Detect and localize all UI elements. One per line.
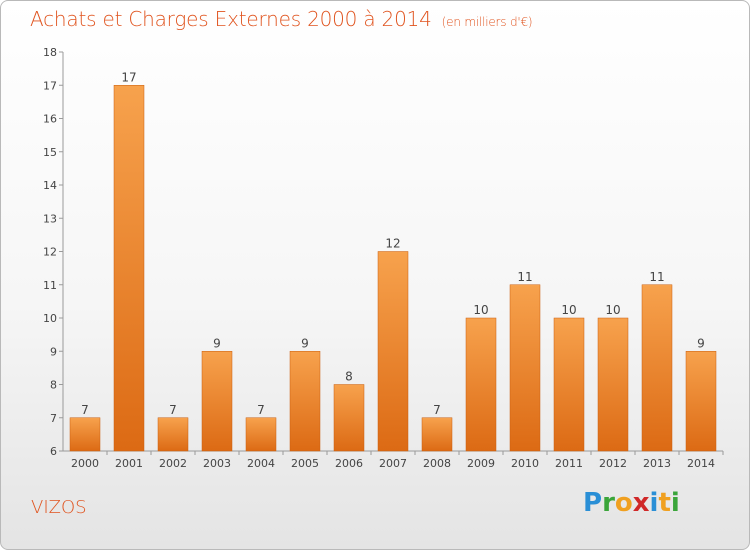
- data-label-2002: 7: [169, 403, 177, 417]
- y-tick-label: 8: [50, 379, 57, 392]
- data-label-2001: 17: [121, 70, 136, 84]
- x-tick-label-2001: 2001: [115, 457, 143, 470]
- data-label-2006: 8: [345, 370, 353, 384]
- logo-letter: P: [583, 488, 603, 518]
- logo-letter: i: [649, 488, 659, 518]
- data-label-2008: 7: [433, 403, 441, 417]
- x-tick-label-2014: 2014: [687, 457, 715, 470]
- y-tick-label: 12: [43, 246, 57, 259]
- x-tick-label-2011: 2011: [555, 457, 583, 470]
- data-label-2010: 11: [517, 270, 532, 284]
- bar-2008: [421, 417, 453, 452]
- bar-2011: [553, 317, 585, 452]
- logo-letter: o: [614, 488, 633, 518]
- y-tick-label: 16: [43, 113, 57, 126]
- y-tick-label: 11: [43, 279, 57, 292]
- bar-2010: [509, 284, 541, 452]
- data-label-2013: 11: [649, 270, 664, 284]
- y-tick-label: 14: [43, 179, 57, 192]
- y-tick-label: 6: [50, 445, 57, 458]
- data-label-2004: 7: [257, 403, 265, 417]
- chart-bars: [69, 85, 717, 452]
- bar-2005: [289, 351, 321, 452]
- x-tick-label-2000: 2000: [71, 457, 99, 470]
- bar-2014: [685, 351, 717, 452]
- bar-2012: [597, 317, 629, 452]
- x-tick-label-2002: 2002: [159, 457, 187, 470]
- chart-labels: 7 2000 17 2001 7 2002 9 2003 7 2004 9 2005 8 2006 12 20…: [71, 70, 715, 470]
- y-tick-label: 10: [43, 312, 57, 325]
- bar-2001: [113, 85, 145, 452]
- bar-2003: [201, 351, 233, 452]
- x-tick-label-2005: 2005: [291, 457, 319, 470]
- proxiti-logo[interactable]: Proxiti: [583, 488, 680, 518]
- y-tick-label: 13: [43, 212, 57, 225]
- x-tick-label-2003: 2003: [203, 457, 231, 470]
- logo-letter: t: [658, 488, 671, 518]
- data-label-2014: 9: [697, 336, 705, 350]
- x-tick-label-2006: 2006: [335, 457, 363, 470]
- data-label-2007: 12: [385, 237, 400, 251]
- y-tick-label: 17: [43, 79, 57, 92]
- bar-2007: [377, 251, 409, 452]
- data-label-2000: 7: [81, 403, 89, 417]
- commune-name: VIZOS: [31, 497, 87, 518]
- x-tick-label-2008: 2008: [423, 457, 451, 470]
- bar-2002: [157, 417, 189, 452]
- bar-2009: [465, 317, 497, 452]
- bar-2000: [69, 417, 101, 452]
- y-tick-label: 18: [43, 46, 57, 59]
- x-tick-label-2010: 2010: [511, 457, 539, 470]
- y-tick-label: 7: [50, 412, 57, 425]
- y-tick-label: 9: [50, 345, 57, 358]
- x-tick-label-2009: 2009: [467, 457, 495, 470]
- logo-letter: i: [670, 488, 680, 518]
- x-tick-label-2004: 2004: [247, 457, 275, 470]
- data-label-2005: 9: [301, 336, 309, 350]
- x-tick-label-2007: 2007: [379, 457, 407, 470]
- data-label-2011: 10: [561, 303, 576, 317]
- logo-letter: x: [632, 488, 650, 518]
- data-label-2003: 9: [213, 336, 221, 350]
- bar-2006: [333, 384, 365, 452]
- x-tick-label-2013: 2013: [643, 457, 671, 470]
- chart-title: Achats et Charges Externes 2000 à 2014 (e…: [30, 7, 533, 31]
- bar-2013: [641, 284, 673, 452]
- bar-2004: [245, 417, 277, 452]
- data-label-2012: 10: [605, 303, 620, 317]
- x-tick-label-2012: 2012: [599, 457, 627, 470]
- chart-title-text: Achats et Charges Externes 2000 à 2014: [30, 7, 432, 31]
- logo-letter: r: [602, 488, 615, 518]
- data-label-2009: 10: [473, 303, 488, 317]
- chart-unit: (en milliers d'€): [441, 15, 533, 29]
- y-tick-label: 15: [43, 146, 57, 159]
